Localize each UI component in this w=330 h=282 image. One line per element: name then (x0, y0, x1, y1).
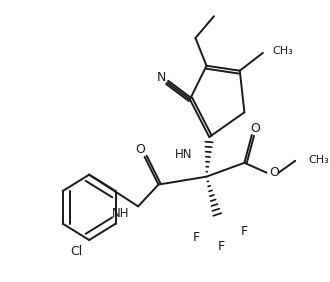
Text: N: N (157, 71, 166, 84)
Text: F: F (218, 241, 225, 254)
Text: CH₃: CH₃ (308, 155, 329, 165)
Text: Cl: Cl (70, 245, 82, 258)
Text: F: F (241, 224, 248, 238)
Text: O: O (250, 122, 260, 135)
Text: HN: HN (175, 148, 193, 161)
Text: O: O (269, 166, 279, 179)
Text: O: O (135, 144, 145, 157)
Text: F: F (193, 231, 200, 244)
Text: NH: NH (112, 207, 129, 220)
Text: CH₃: CH₃ (272, 46, 293, 56)
